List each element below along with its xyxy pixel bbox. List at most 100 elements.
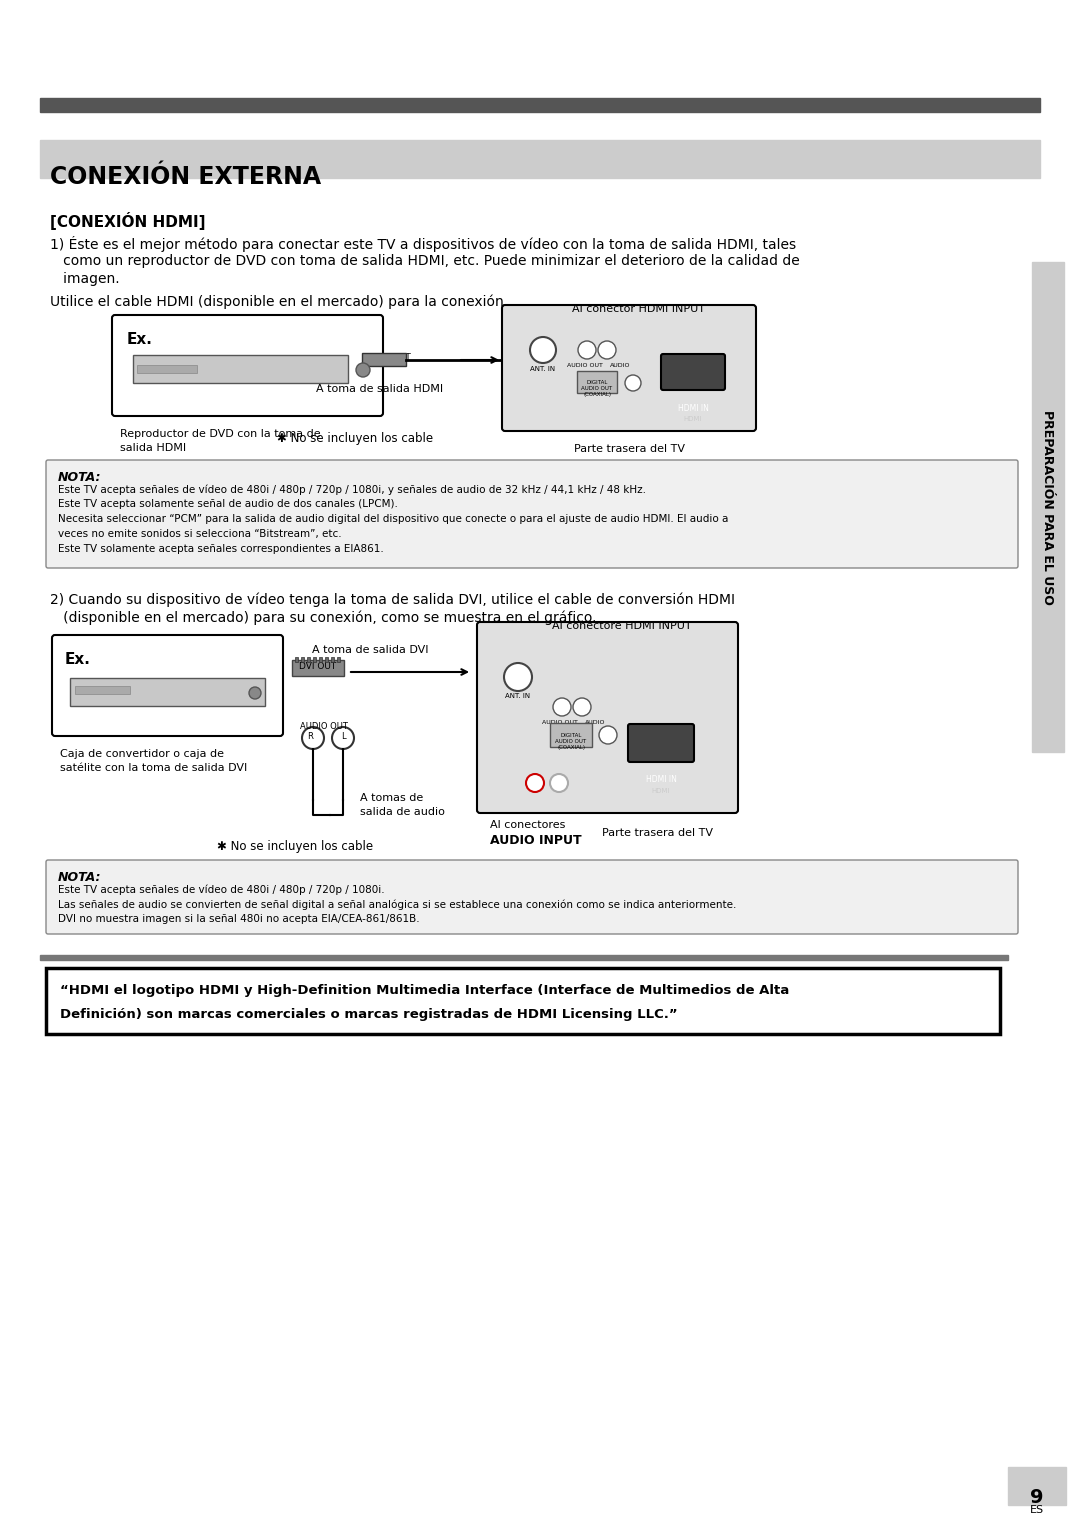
Text: Necesita seleccionar “PCM” para la salida de audio digital del dispositivo que c: Necesita seleccionar “PCM” para la salid… <box>58 514 728 523</box>
Bar <box>301 658 303 662</box>
Text: veces no emite sonidos si selecciona “Bitstream”, etc.: veces no emite sonidos si selecciona “Bi… <box>58 530 341 539</box>
Text: ✱ No se incluyen los cable: ✱ No se incluyen los cable <box>217 839 373 853</box>
Circle shape <box>249 687 261 699</box>
Circle shape <box>598 340 616 359</box>
Text: Este TV acepta señales de vídeo de 480i / 480p / 720p / 1080i.: Este TV acepta señales de vídeo de 480i … <box>58 884 384 894</box>
Text: 9: 9 <box>1030 1488 1043 1508</box>
Text: salida de audio: salida de audio <box>360 807 445 816</box>
FancyBboxPatch shape <box>46 861 1018 934</box>
Text: HDMI: HDMI <box>651 787 671 794</box>
Text: NOTA:: NOTA: <box>58 472 102 484</box>
Bar <box>319 658 322 662</box>
Text: Utilice el cable HDMI (disponible en el mercado) para la conexión.: Utilice el cable HDMI (disponible en el … <box>50 295 508 308</box>
Text: AUDIO OUT: AUDIO OUT <box>300 722 348 731</box>
Text: AUDIO: AUDIO <box>610 363 631 368</box>
Bar <box>330 658 334 662</box>
FancyBboxPatch shape <box>661 354 725 391</box>
Text: “HDMI el logotipo HDMI y High-Definition Multimedia Interface (Interface de Mult: “HDMI el logotipo HDMI y High-Definition… <box>60 984 789 996</box>
Text: AUDIO OUT: AUDIO OUT <box>542 720 578 725</box>
Bar <box>1008 1466 1066 1505</box>
Text: A toma de salida HDMI: A toma de salida HDMI <box>316 385 444 394</box>
Text: A tomas de: A tomas de <box>360 794 423 803</box>
Text: DVI no muestra imagen si la señal 480i no acepta EIA/CEA-861/861B.: DVI no muestra imagen si la señal 480i n… <box>58 914 420 925</box>
Text: 1) Éste es el mejor método para conectar este TV a dispositivos de vídeo con la : 1) Éste es el mejor método para conectar… <box>50 237 796 252</box>
Circle shape <box>553 697 571 716</box>
Bar <box>313 658 316 662</box>
Bar <box>133 356 348 383</box>
Circle shape <box>599 726 617 745</box>
Bar <box>70 678 265 707</box>
Text: DIGITAL
AUDIO OUT
(COAXIAL): DIGITAL AUDIO OUT (COAXIAL) <box>581 380 612 397</box>
Circle shape <box>356 363 370 377</box>
Circle shape <box>332 726 354 749</box>
Text: Parte trasera del TV: Parte trasera del TV <box>573 444 685 455</box>
Text: AUDIO INPUT: AUDIO INPUT <box>490 835 582 847</box>
Text: AUDIO OUT: AUDIO OUT <box>567 363 603 368</box>
Text: L: L <box>340 732 346 742</box>
Circle shape <box>526 774 544 792</box>
Bar <box>40 955 1008 960</box>
Text: Las señales de audio se convierten de señal digital a señal analógica si se esta: Las señales de audio se convierten de se… <box>58 899 737 909</box>
FancyBboxPatch shape <box>52 635 283 736</box>
Text: Este TV acepta solamente señal de audio de dos canales (LPCM).: Este TV acepta solamente señal de audio … <box>58 499 397 510</box>
Bar <box>75 687 130 694</box>
Bar <box>292 661 345 676</box>
FancyBboxPatch shape <box>46 459 1018 568</box>
Text: 2) Cuando su dispositivo de vídeo tenga la toma de salida DVI, utilice el cable : 2) Cuando su dispositivo de vídeo tenga … <box>50 592 735 606</box>
Text: ES: ES <box>1030 1505 1044 1515</box>
Text: CONEXIÓN EXTERNA: CONEXIÓN EXTERNA <box>50 165 321 189</box>
Circle shape <box>550 774 568 792</box>
Text: Al conectores: Al conectores <box>490 819 565 830</box>
Text: R: R <box>307 732 313 742</box>
Bar <box>362 353 406 366</box>
Text: ANT. IN: ANT. IN <box>530 366 555 372</box>
Text: Definición) son marcas comerciales o marcas registradas de HDMI Licensing LLC.”: Definición) son marcas comerciales o mar… <box>60 1009 677 1021</box>
Circle shape <box>625 375 642 391</box>
Circle shape <box>573 697 591 716</box>
Text: Reproductor de DVD con la toma de: Reproductor de DVD con la toma de <box>120 429 321 439</box>
Bar <box>337 658 340 662</box>
Text: DIGITAL
AUDIO OUT
(COAXIAL): DIGITAL AUDIO OUT (COAXIAL) <box>555 732 586 749</box>
Circle shape <box>302 726 324 749</box>
Bar <box>550 723 592 748</box>
Bar <box>325 658 328 662</box>
FancyBboxPatch shape <box>502 305 756 430</box>
FancyBboxPatch shape <box>477 623 738 813</box>
Text: Parte trasera del TV: Parte trasera del TV <box>602 829 713 838</box>
Text: HDMI IN: HDMI IN <box>646 775 676 784</box>
Circle shape <box>504 662 532 691</box>
Bar <box>577 371 617 394</box>
Text: Ex.: Ex. <box>65 652 91 667</box>
Text: como un reproductor de DVD con toma de salida HDMI, etc. Puede minimizar el dete: como un reproductor de DVD con toma de s… <box>50 253 800 269</box>
Text: satélite con la toma de salida DVI: satélite con la toma de salida DVI <box>60 763 247 774</box>
FancyBboxPatch shape <box>627 723 694 761</box>
Text: salida HDMI: salida HDMI <box>120 443 186 453</box>
Circle shape <box>578 340 596 359</box>
Bar <box>40 98 1040 111</box>
Text: HDMI OUT: HDMI OUT <box>365 353 410 362</box>
Text: (disponible en el mercado) para su conexión, como se muestra en el gráfico.: (disponible en el mercado) para su conex… <box>50 610 596 624</box>
Text: Al conectore HDMI INPUT: Al conectore HDMI INPUT <box>552 621 692 630</box>
Bar <box>137 365 197 372</box>
Bar <box>40 140 1040 179</box>
Text: Caja de convertidor o caja de: Caja de convertidor o caja de <box>60 749 224 758</box>
Text: HDMI: HDMI <box>684 417 702 423</box>
Text: AUDIO: AUDIO <box>585 720 606 725</box>
Text: A toma de salida DVI: A toma de salida DVI <box>312 645 429 655</box>
Bar <box>295 658 298 662</box>
Text: DVI OUT: DVI OUT <box>299 662 337 671</box>
Text: Ex.: Ex. <box>127 333 153 346</box>
Text: ✱ No se incluyen los cable: ✱ No se incluyen los cable <box>276 432 433 446</box>
Circle shape <box>530 337 556 363</box>
Text: ANT. IN: ANT. IN <box>505 693 530 699</box>
Text: PREPARACIÓN PARA EL USO: PREPARACIÓN PARA EL USO <box>1041 409 1054 604</box>
Text: Este TV solamente acepta señales correspondientes a EIA861.: Este TV solamente acepta señales corresp… <box>58 543 383 554</box>
Text: HDMI IN: HDMI IN <box>677 404 708 414</box>
Text: Este TV acepta señales de vídeo de 480i / 480p / 720p / 1080i, y señales de audi: Este TV acepta señales de vídeo de 480i … <box>58 484 646 494</box>
FancyBboxPatch shape <box>112 314 383 417</box>
Text: [CONEXIÓN HDMI]: [CONEXIÓN HDMI] <box>50 212 205 230</box>
Text: NOTA:: NOTA: <box>58 871 102 884</box>
FancyBboxPatch shape <box>46 967 1000 1035</box>
Bar <box>307 658 310 662</box>
Text: imagen.: imagen. <box>50 272 120 285</box>
